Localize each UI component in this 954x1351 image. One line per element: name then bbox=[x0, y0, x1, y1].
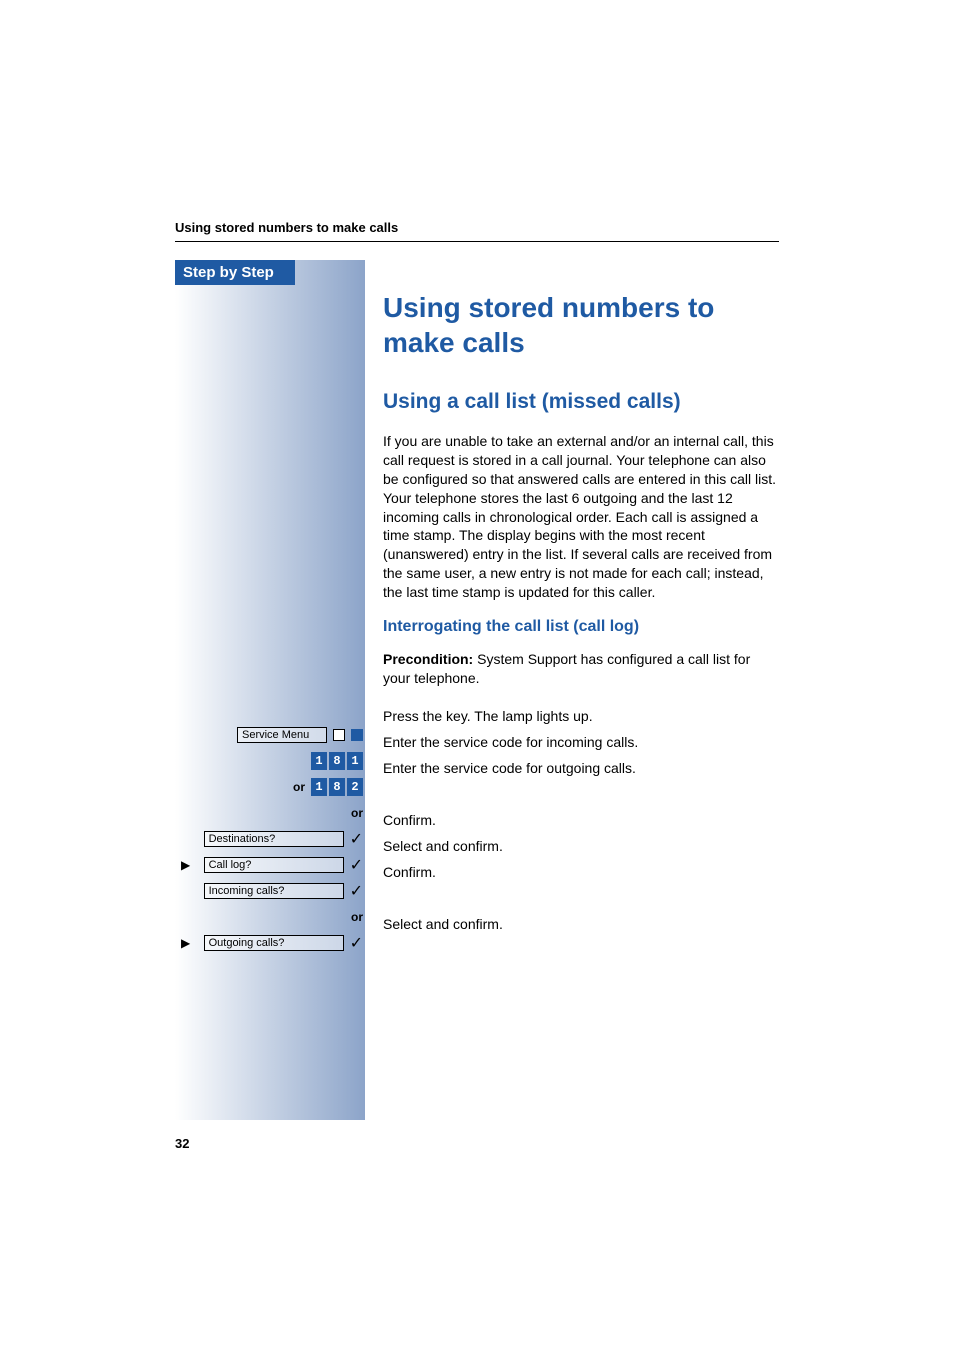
outgoing-label: Outgoing calls? bbox=[204, 935, 344, 951]
row-outgoing: ▶ Outgoing calls? ✓ bbox=[175, 931, 365, 955]
lamp-on-icon bbox=[351, 729, 363, 741]
or-label: or bbox=[351, 910, 363, 924]
lamp-off-icon bbox=[333, 729, 345, 741]
service-menu-label: Service Menu bbox=[237, 727, 327, 743]
running-header: Using stored numbers to make calls bbox=[175, 220, 779, 242]
row-code-181: 1 8 1 bbox=[175, 749, 365, 773]
check-icon: ✓ bbox=[350, 855, 363, 875]
step-confirm-2: Confirm. bbox=[383, 860, 779, 884]
heading-1: Using stored numbers to make calls bbox=[383, 290, 779, 360]
digit: 1 bbox=[311, 752, 327, 770]
row-call-log: ▶ Call log? ✓ bbox=[175, 853, 365, 877]
precondition-label: Precondition: bbox=[383, 651, 473, 667]
step-select-confirm-1: Select and confirm. bbox=[383, 834, 779, 858]
step-spacer bbox=[383, 886, 779, 910]
or-label: or bbox=[351, 806, 363, 820]
digit-group-181: 1 8 1 bbox=[311, 752, 363, 770]
row-destinations: Destinations? ✓ bbox=[175, 827, 365, 851]
step-select-confirm-2: Select and confirm. bbox=[383, 912, 779, 936]
heading-3: Interrogating the call list (call log) bbox=[383, 618, 779, 636]
digit-group-182: 1 8 2 bbox=[311, 778, 363, 796]
call-log-label: Call log? bbox=[204, 857, 344, 873]
step-confirm-1: Confirm. bbox=[383, 808, 779, 832]
row-or-1: or bbox=[175, 801, 365, 825]
sidebar-header: Step by Step bbox=[175, 260, 295, 285]
destinations-label: Destinations? bbox=[204, 831, 344, 847]
arrow-icon: ▶ bbox=[181, 936, 190, 950]
row-service-menu: Service Menu bbox=[175, 723, 365, 747]
check-icon: ✓ bbox=[350, 881, 363, 901]
digit: 8 bbox=[329, 752, 345, 770]
digit: 1 bbox=[311, 778, 327, 796]
digit: 1 bbox=[347, 752, 363, 770]
check-icon: ✓ bbox=[350, 933, 363, 953]
row-code-182: or 1 8 2 bbox=[175, 775, 365, 799]
intro-paragraph: If you are unable to take an external an… bbox=[383, 432, 779, 602]
incoming-label: Incoming calls? bbox=[204, 883, 344, 899]
step-code-outgoing: Enter the service code for outgoing call… bbox=[383, 756, 779, 780]
arrow-icon: ▶ bbox=[181, 858, 190, 872]
sidebar-content: Service Menu 1 8 1 or 1 bbox=[175, 285, 365, 955]
step-code-incoming: Enter the service code for incoming call… bbox=[383, 730, 779, 754]
check-icon: ✓ bbox=[350, 829, 363, 849]
digit: 8 bbox=[329, 778, 345, 796]
step-spacer bbox=[383, 782, 779, 806]
columns: Step by Step Service Menu 1 8 1 bbox=[175, 260, 779, 1120]
or-label: or bbox=[293, 780, 305, 794]
digit: 2 bbox=[347, 778, 363, 796]
row-or-2: or bbox=[175, 905, 365, 929]
precondition: Precondition: System Support has configu… bbox=[383, 650, 779, 688]
sidebar: Step by Step Service Menu 1 8 1 bbox=[175, 260, 365, 1120]
page: Using stored numbers to make calls Step … bbox=[0, 0, 954, 1351]
heading-2: Using a call list (missed calls) bbox=[383, 390, 779, 414]
main-content: Using stored numbers to make calls Using… bbox=[383, 260, 779, 1120]
page-number: 32 bbox=[175, 1136, 189, 1151]
row-incoming: Incoming calls? ✓ bbox=[175, 879, 365, 903]
step-press-key: Press the key. The lamp lights up. bbox=[383, 704, 779, 728]
